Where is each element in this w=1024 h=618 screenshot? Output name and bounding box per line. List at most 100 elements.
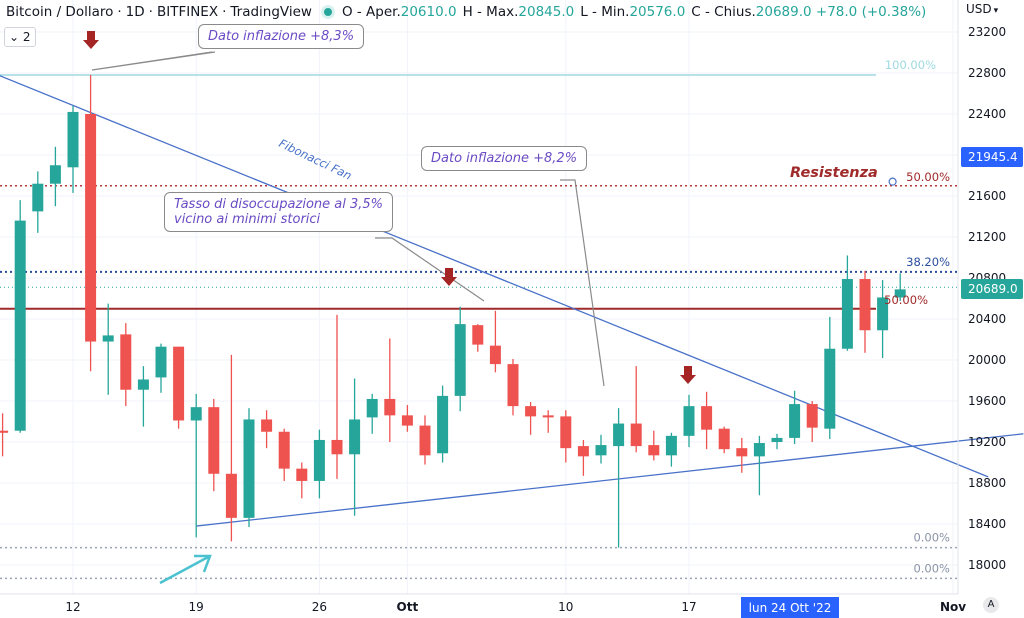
candle-body: [419, 425, 431, 456]
price-tick-label: 19600: [968, 394, 1006, 408]
high-label: H - Max.: [462, 4, 519, 20]
candle-body: [577, 446, 589, 457]
candle-up: [613, 408, 625, 548]
interval[interactable]: 1D: [125, 4, 145, 20]
price-tick-label: 20000: [968, 353, 1006, 367]
candle-up: [67, 105, 79, 193]
price-tick-label: 21600: [968, 189, 1006, 203]
price-axis[interactable]: 1800018400188001920019600200002040020800…: [957, 0, 1023, 594]
change-value: +78.0 (+0.38%): [815, 4, 927, 20]
candle-body: [85, 114, 97, 342]
low-value: 20576.0: [629, 4, 686, 20]
time-axis[interactable]: 12 19 26 Ott 10 17 Nov lun 24 Ott '22: [0, 593, 966, 618]
candle-up: [877, 280, 889, 358]
candle-down: [296, 462, 308, 499]
callout-unemployment[interactable]: Tasso di disoccupazione al 3,5% vicino a…: [164, 192, 394, 232]
candle-body: [173, 346, 185, 421]
currency-selector[interactable]: USD ▾: [966, 2, 998, 16]
candle-down: [648, 430, 660, 461]
candle-body: [877, 297, 889, 331]
resistance-label: Resistenza: [790, 165, 878, 181]
price-tick-label: 18800: [968, 476, 1006, 490]
candle-down: [120, 323, 132, 407]
crosshair-date-bg: [741, 597, 839, 618]
callout-tail-82: [560, 179, 605, 387]
price-tag: 20689.0: [961, 279, 1023, 299]
candle-body: [401, 415, 413, 426]
candle-body: [278, 431, 290, 469]
candle-body: [261, 419, 273, 432]
fibonacci-fan-line: [0, 75, 989, 478]
callout-tail-83: [91, 51, 216, 71]
candle-body: [102, 335, 114, 342]
crosshair-date-label: lun 24 Ott '22: [749, 601, 832, 615]
candle-body: [313, 439, 325, 481]
fan-anchor-icon: [888, 177, 897, 186]
candle-up: [665, 432, 677, 467]
time-tick-label: 12: [65, 600, 80, 614]
candle-body: [525, 406, 537, 417]
price-tick-label: 19200: [968, 435, 1006, 449]
currency-label: USD: [966, 2, 992, 16]
candle-body: [155, 346, 167, 378]
candle-body: [384, 398, 396, 416]
candle-up: [366, 393, 378, 434]
candle-body: [648, 445, 660, 456]
candle-down: [560, 410, 572, 463]
candle-body: [613, 423, 625, 447]
candle-body: [683, 406, 695, 436]
price-tick-label: 23200: [968, 25, 1006, 39]
candle-body: [437, 395, 449, 454]
time-tick-label: 17: [681, 600, 696, 614]
open-label: O - Aper.: [341, 4, 401, 20]
candle-body: [366, 398, 378, 418]
trendlines: [0, 75, 1024, 527]
candle-up: [894, 273, 906, 301]
candle-up: [595, 434, 607, 464]
candle-body: [718, 428, 730, 450]
candle-down: [278, 428, 290, 481]
candle-body: [824, 348, 836, 429]
candle-up: [824, 316, 836, 439]
candle-up: [102, 303, 114, 395]
candle-down: [577, 439, 589, 476]
candle-down: [736, 437, 748, 473]
callout-inflation-83[interactable]: Dato inflazione +8,3%: [198, 24, 365, 49]
auto-scale-button[interactable]: A: [983, 597, 999, 613]
candle-body: [771, 437, 783, 442]
candle-up: [753, 435, 765, 496]
candle-down: [701, 391, 713, 450]
candle-body: [208, 407, 220, 474]
price-tick-label: 18400: [968, 517, 1006, 531]
candle-up: [313, 429, 325, 499]
price-tick-label: 18000: [968, 558, 1006, 572]
candle-body: [841, 279, 853, 349]
candle-up: [683, 394, 695, 448]
candle-down: [331, 314, 343, 479]
price-tag-value: 21945.4: [968, 150, 1018, 164]
close-label: C - Chius.: [691, 4, 756, 20]
time-tick-label: Nov: [940, 600, 966, 614]
candle-up: [155, 343, 167, 393]
chevron-down-icon: ⌄: [9, 30, 20, 44]
symbol-name[interactable]: Bitcoin / Dollaro: [6, 4, 114, 20]
candle-body: [701, 406, 713, 430]
indicators-toggle[interactable]: ⌄ 2: [4, 27, 36, 47]
candle-down: [225, 354, 237, 542]
price-tick-label: 22400: [968, 107, 1006, 121]
candle-body: [595, 445, 607, 456]
candle-down: [208, 398, 220, 492]
candle-body: [225, 473, 237, 518]
time-tick-label: Ott: [397, 600, 419, 614]
close-value: 20689.0: [755, 4, 812, 20]
fib-382-label: 38.20%: [906, 255, 950, 269]
price-tick-label: 22800: [968, 66, 1006, 80]
down-arrow-icon: [680, 366, 696, 384]
time-tick-label: 26: [312, 600, 327, 614]
candle-body: [789, 404, 801, 438]
candle-down: [261, 410, 273, 449]
callout-inflation-82[interactable]: Dato inflazione +8,2%: [421, 146, 588, 171]
candle-body: [32, 183, 44, 212]
price-tag: 21945.4: [961, 147, 1023, 167]
